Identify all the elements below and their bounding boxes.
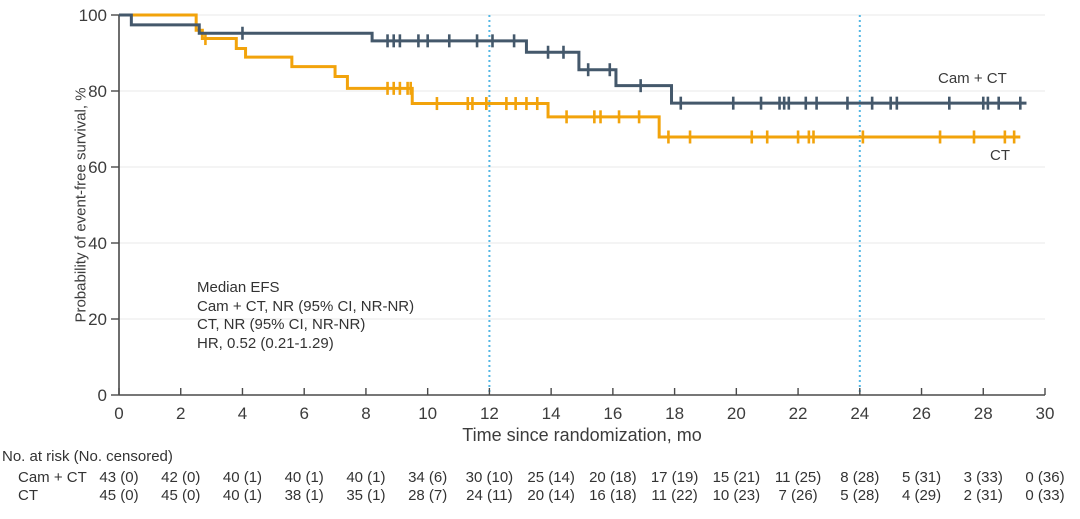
risk-value: 28 (7) xyxy=(408,487,448,504)
y-tick-label: 100 xyxy=(79,6,107,25)
risk-table-header: No. at risk (No. censored) xyxy=(2,448,173,465)
x-tick-label: 6 xyxy=(299,404,308,423)
risk-row-label-cam-ct: Cam + CT xyxy=(18,469,87,486)
risk-value: 25 (14) xyxy=(527,469,575,486)
risk-value: 10 (23) xyxy=(712,487,761,504)
risk-value: 11 (25) xyxy=(774,469,822,486)
risk-value: 2 (31) xyxy=(963,487,1003,504)
x-tick-label: 24 xyxy=(850,404,869,423)
risk-value: 40 (1) xyxy=(222,469,263,486)
y-axis-title: Probability of event-free survival, % xyxy=(72,87,90,323)
x-tick-label: 16 xyxy=(603,404,622,423)
y-tick-label: 20 xyxy=(88,310,107,329)
risk-value: 20 (18) xyxy=(589,469,637,486)
risk-value: 17 (19) xyxy=(650,469,699,486)
annotation-line-camct-ci: Cam + CT, NR (95% CI, NR-NR) xyxy=(197,297,415,315)
risk-value: 20 (14) xyxy=(527,487,575,504)
risk-value: 45 (0) xyxy=(161,487,201,504)
risk-value: 16 (18) xyxy=(589,487,637,504)
risk-value: 7 (26) xyxy=(778,487,818,504)
risk-value: 40 (1) xyxy=(284,469,324,486)
x-tick-label: 2 xyxy=(176,404,185,423)
risk-value: 35 (1) xyxy=(346,487,386,504)
survival-curve-cam-ct xyxy=(119,13,1027,110)
gridlines xyxy=(119,14,1045,320)
risk-value: 43 (0) xyxy=(99,469,139,486)
x-tick-label: 28 xyxy=(974,404,993,423)
y-tick-label: 0 xyxy=(98,386,107,405)
x-tick-label: 22 xyxy=(789,404,808,423)
curve-label-ct: CT xyxy=(990,147,1010,164)
risk-value: 38 (1) xyxy=(284,487,324,504)
x-tick-label: 10 xyxy=(418,404,437,423)
risk-value: 3 (33) xyxy=(963,469,1003,486)
risk-value: 8 (28) xyxy=(840,469,880,486)
x-tick-label: 18 xyxy=(665,404,684,423)
x-tick-label: 12 xyxy=(480,404,499,423)
x-axis-title: Time since randomization, mo xyxy=(462,425,702,445)
risk-value: 24 (11) xyxy=(466,487,513,504)
x-tick-label: 4 xyxy=(238,404,247,423)
x-tick-label: 30 xyxy=(1036,404,1055,423)
y-tick-label: 40 xyxy=(88,234,107,253)
x-tick-label: 8 xyxy=(361,404,370,423)
y-tick-label: 60 xyxy=(88,158,107,177)
risk-value: 0 (33) xyxy=(1025,487,1065,504)
km-step-line xyxy=(119,13,1027,105)
risk-value: 15 (21) xyxy=(712,469,761,486)
y-tick-label: 80 xyxy=(88,82,107,101)
risk-value: 30 (10) xyxy=(465,469,514,486)
risk-value: 5 (31) xyxy=(901,469,942,486)
risk-value: 11 (22) xyxy=(651,487,698,504)
curve-label-cam-ct: Cam + CT xyxy=(938,70,1007,87)
x-tick-label: 26 xyxy=(912,404,931,423)
median-efs-annotation: Median EFS Cam + CT, NR (95% CI, NR-NR) … xyxy=(197,279,414,353)
risk-value: 42 (0) xyxy=(161,469,201,486)
annotation-line-hazard-ratio: HR, 0.52 (0.21-1.29) xyxy=(197,334,334,352)
risk-row-label-ct: CT xyxy=(18,487,38,504)
x-tick-label: 0 xyxy=(114,404,123,423)
risk-value: 5 (28) xyxy=(840,487,880,504)
annotation-line-median-efs: Median EFS xyxy=(197,279,280,296)
reference-lines xyxy=(488,15,861,395)
risk-value: 4 (29) xyxy=(901,487,942,504)
risk-value: 40 (1) xyxy=(222,487,263,504)
annotation-line-ct-ci: CT, NR (95% CI, NR-NR) xyxy=(197,316,366,334)
x-tick-label: 20 xyxy=(727,404,746,423)
risk-value: 45 (0) xyxy=(99,487,139,504)
risk-value: 0 (36) xyxy=(1025,469,1065,486)
risk-value: 34 (6) xyxy=(408,469,448,486)
x-tick-label: 14 xyxy=(542,404,561,423)
risk-value: 40 (1) xyxy=(346,469,386,486)
